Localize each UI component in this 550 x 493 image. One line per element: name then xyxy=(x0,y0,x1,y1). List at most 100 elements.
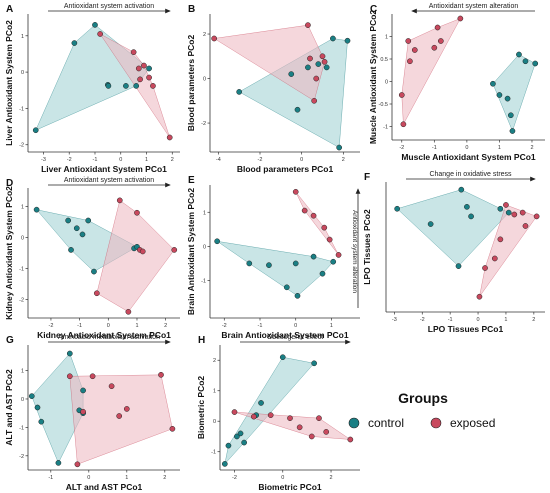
y-axis-label: Muscle Antioxidant System PCo2 xyxy=(368,10,378,145)
control-point xyxy=(34,404,41,411)
control-point xyxy=(38,418,45,425)
x-tick-label: 2 xyxy=(163,475,166,481)
x-axis-label: Biometric PCo1 xyxy=(258,482,322,492)
control-point xyxy=(33,206,40,213)
y-axis-label: Kidney Antioxidant System PCo2 xyxy=(4,186,14,320)
y-tick-label: 1 xyxy=(203,210,206,216)
y-tick-label: 0.5 xyxy=(380,57,388,63)
legend-label-control: control xyxy=(368,416,404,430)
control-point xyxy=(336,144,343,151)
control-point xyxy=(288,71,295,77)
exposed-point xyxy=(267,412,274,418)
control-point xyxy=(311,360,317,367)
exposed-point xyxy=(311,97,318,104)
x-tick-label: 0 xyxy=(107,323,110,329)
exposed-point xyxy=(150,83,156,89)
exposed-point xyxy=(497,236,504,243)
y-tick-label: 0 xyxy=(385,80,388,86)
control-point xyxy=(455,263,462,269)
legend-label-exposed: exposed xyxy=(450,416,495,430)
y-tick-label: 1 xyxy=(21,369,24,375)
annotation-text: Obesogenic effect xyxy=(267,334,323,341)
exposed-point xyxy=(308,433,315,440)
exposed-point xyxy=(511,211,518,218)
exposed-point xyxy=(89,373,96,380)
control-point xyxy=(516,51,522,58)
x-tick-label: 1 xyxy=(504,317,507,323)
y-tick-label: 1 xyxy=(385,35,388,41)
panel-letter-e: E xyxy=(188,175,195,186)
x-tick-label: -1 xyxy=(93,157,98,163)
x-tick-label: 1 xyxy=(145,157,148,163)
x-tick-label: 0 xyxy=(477,317,480,323)
control-point xyxy=(497,205,504,212)
exposed-point xyxy=(519,209,526,216)
control-point xyxy=(310,253,317,260)
x-tick-label: 2 xyxy=(330,475,333,481)
x-axis-label: LPO Tissues PCo1 xyxy=(428,324,504,334)
exposed-point xyxy=(316,415,322,422)
control-point xyxy=(292,260,299,267)
exposed-point xyxy=(231,409,238,415)
exposed-point xyxy=(482,265,488,271)
exposed-hull xyxy=(213,24,325,102)
annotation-text: Aminoacid metabolism activation xyxy=(58,334,160,341)
annotation-text: Antioxidant system activation xyxy=(64,177,154,184)
control-point xyxy=(91,268,97,275)
annotation-text: Antioxidant system alteration xyxy=(351,210,358,293)
y-tick-label: 1 xyxy=(21,34,24,40)
exposed-point xyxy=(310,212,317,219)
y-tick-label: 1 xyxy=(213,389,216,395)
x-axis-label: Liver Antioxidant System PCo1 xyxy=(41,164,167,174)
control-point xyxy=(294,106,301,113)
annotation-text: Antioxidant system alteration xyxy=(429,3,519,10)
exposed-point xyxy=(169,425,176,432)
control-point xyxy=(234,433,240,440)
y-axis-label: Blood parameters PCo2 xyxy=(186,35,196,132)
x-axis-label: Brain Antioxidant System PCo1 xyxy=(221,330,348,340)
x-tick-label: -1 xyxy=(77,323,82,329)
control-point xyxy=(509,128,516,134)
x-tick-label: -2 xyxy=(67,157,72,163)
control-point xyxy=(266,262,272,268)
exposed-point xyxy=(301,207,308,214)
y-axis-label: LPO Tissues PCo2 xyxy=(362,209,372,285)
exposed-point xyxy=(319,53,326,60)
x-axis-label: Muscle Antioxidant System PCo1 xyxy=(401,152,536,162)
exposed-point xyxy=(123,406,130,412)
y-tick-label: -2 xyxy=(201,121,206,127)
exposed-point xyxy=(166,134,173,141)
x-axis-label: Kidney Antioxidant System PCo1 xyxy=(37,330,171,340)
exposed-point xyxy=(296,424,303,431)
x-tick-label: -1 xyxy=(448,317,453,323)
panel-letter-a: A xyxy=(6,4,13,15)
panel-letter-d: D xyxy=(6,178,13,189)
control-point xyxy=(344,37,351,44)
y-tick-label: -1 xyxy=(383,125,388,131)
control-point xyxy=(73,225,80,232)
y-axis-label: Liver Antioxidant System PCo2 xyxy=(4,20,14,146)
control-point xyxy=(330,258,337,265)
y-tick-label: 0 xyxy=(21,397,24,403)
control-point xyxy=(92,22,98,28)
control-point xyxy=(237,430,244,437)
exposed-point xyxy=(97,31,103,37)
x-tick-label: 2 xyxy=(342,157,345,163)
x-tick-label: -2 xyxy=(420,317,425,323)
legend: Groups control exposed xyxy=(348,390,495,430)
exposed-point xyxy=(130,49,137,55)
exposed-point xyxy=(434,24,441,31)
exposed-point xyxy=(141,62,147,69)
control-point xyxy=(236,89,243,95)
exposed-point xyxy=(476,293,483,300)
control-point xyxy=(66,350,73,357)
control-point xyxy=(279,354,286,361)
y-tick-label: -2 xyxy=(19,143,24,149)
exposed-point xyxy=(533,213,540,220)
exposed-point xyxy=(326,236,333,243)
control-point xyxy=(65,217,72,224)
y-axis-label: Biometric PCo2 xyxy=(196,376,206,440)
